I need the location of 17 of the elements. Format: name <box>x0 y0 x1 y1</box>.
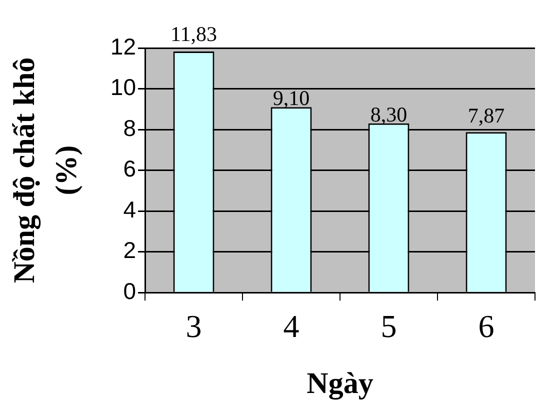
x-tick-label: 4 <box>283 308 300 344</box>
data-label: 8,30 <box>370 102 408 126</box>
x-tick-label: 3 <box>186 308 202 344</box>
data-label: 11,83 <box>170 22 217 46</box>
data-label: 7,87 <box>468 104 505 128</box>
x-tick-label: 5 <box>380 308 397 344</box>
x-axis-title: Ngày <box>306 366 374 400</box>
y-tick-label: 4 <box>123 196 136 222</box>
y-tick-label: 12 <box>110 33 136 60</box>
x-tick-label: 6 <box>478 308 494 344</box>
y-tick-label: 8 <box>123 114 136 141</box>
y-tick-label: 10 <box>110 74 136 100</box>
y-tick-label: 2 <box>123 237 136 264</box>
y-tick-label: 6 <box>123 156 136 182</box>
data-label: 9,10 <box>272 86 310 110</box>
y-tick-label: 0 <box>123 278 136 304</box>
y-axis-title: Nồng độ chất khô (%) <box>8 57 83 284</box>
